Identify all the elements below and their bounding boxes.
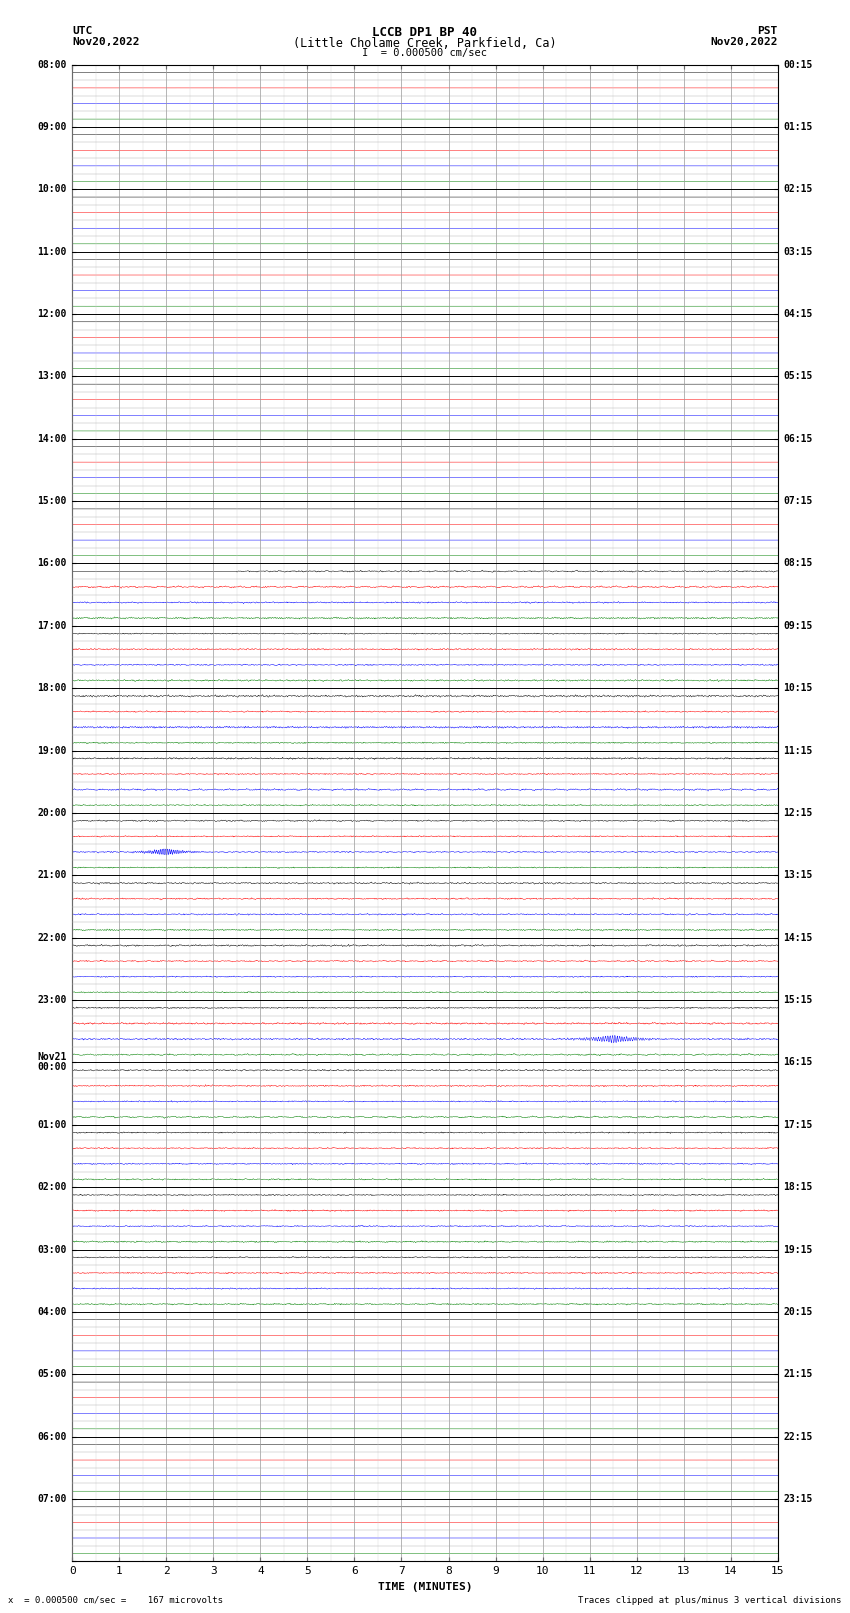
Text: 09:15: 09:15: [784, 621, 813, 631]
Text: 23:15: 23:15: [784, 1494, 813, 1503]
Text: (Little Cholame Creek, Parkfield, Ca): (Little Cholame Creek, Parkfield, Ca): [293, 37, 557, 50]
Text: 20:00: 20:00: [37, 808, 66, 818]
Text: 15:15: 15:15: [784, 995, 813, 1005]
Text: 00:15: 00:15: [784, 60, 813, 69]
Text: PST: PST: [757, 26, 778, 35]
Text: 16:15: 16:15: [784, 1058, 813, 1068]
Text: 13:00: 13:00: [37, 371, 66, 381]
Text: 22:15: 22:15: [784, 1432, 813, 1442]
X-axis label: TIME (MINUTES): TIME (MINUTES): [377, 1582, 473, 1592]
Text: 09:00: 09:00: [37, 123, 66, 132]
Text: 16:00: 16:00: [37, 558, 66, 568]
Text: 08:15: 08:15: [784, 558, 813, 568]
Text: 05:15: 05:15: [784, 371, 813, 381]
Text: 06:00: 06:00: [37, 1432, 66, 1442]
Text: 03:15: 03:15: [784, 247, 813, 256]
Text: 07:00: 07:00: [37, 1494, 66, 1503]
Text: x  = 0.000500 cm/sec =    167 microvolts: x = 0.000500 cm/sec = 167 microvolts: [8, 1595, 224, 1605]
Text: 21:00: 21:00: [37, 871, 66, 881]
Text: 14:15: 14:15: [784, 932, 813, 942]
Text: 01:15: 01:15: [784, 123, 813, 132]
Text: 11:00: 11:00: [37, 247, 66, 256]
Text: 13:15: 13:15: [784, 871, 813, 881]
Text: 20:15: 20:15: [784, 1307, 813, 1316]
Text: Nov20,2022: Nov20,2022: [711, 37, 778, 47]
Text: 08:00: 08:00: [37, 60, 66, 69]
Text: 07:15: 07:15: [784, 497, 813, 506]
Text: 14:00: 14:00: [37, 434, 66, 444]
Text: 00:00: 00:00: [37, 1063, 66, 1073]
Text: 10:00: 10:00: [37, 184, 66, 194]
Text: 19:15: 19:15: [784, 1245, 813, 1255]
Text: 05:00: 05:00: [37, 1369, 66, 1379]
Text: 10:15: 10:15: [784, 684, 813, 694]
Text: 04:00: 04:00: [37, 1307, 66, 1316]
Text: 04:15: 04:15: [784, 310, 813, 319]
Text: UTC: UTC: [72, 26, 93, 35]
Text: 19:00: 19:00: [37, 745, 66, 755]
Text: 18:15: 18:15: [784, 1182, 813, 1192]
Text: 17:00: 17:00: [37, 621, 66, 631]
Text: Nov20,2022: Nov20,2022: [72, 37, 139, 47]
Text: 01:00: 01:00: [37, 1119, 66, 1129]
Text: I  = 0.000500 cm/sec: I = 0.000500 cm/sec: [362, 48, 488, 58]
Text: 18:00: 18:00: [37, 684, 66, 694]
Text: 02:15: 02:15: [784, 184, 813, 194]
Text: 03:00: 03:00: [37, 1245, 66, 1255]
Text: Traces clipped at plus/minus 3 vertical divisions: Traces clipped at plus/minus 3 vertical …: [578, 1595, 842, 1605]
Text: 12:00: 12:00: [37, 310, 66, 319]
Text: 02:00: 02:00: [37, 1182, 66, 1192]
Text: LCCB DP1 BP 40: LCCB DP1 BP 40: [372, 26, 478, 39]
Text: 06:15: 06:15: [784, 434, 813, 444]
Text: 22:00: 22:00: [37, 932, 66, 942]
Text: 21:15: 21:15: [784, 1369, 813, 1379]
Text: 15:00: 15:00: [37, 497, 66, 506]
Text: 23:00: 23:00: [37, 995, 66, 1005]
Text: Nov21: Nov21: [37, 1052, 66, 1063]
Text: 12:15: 12:15: [784, 808, 813, 818]
Text: 11:15: 11:15: [784, 745, 813, 755]
Text: 17:15: 17:15: [784, 1119, 813, 1129]
